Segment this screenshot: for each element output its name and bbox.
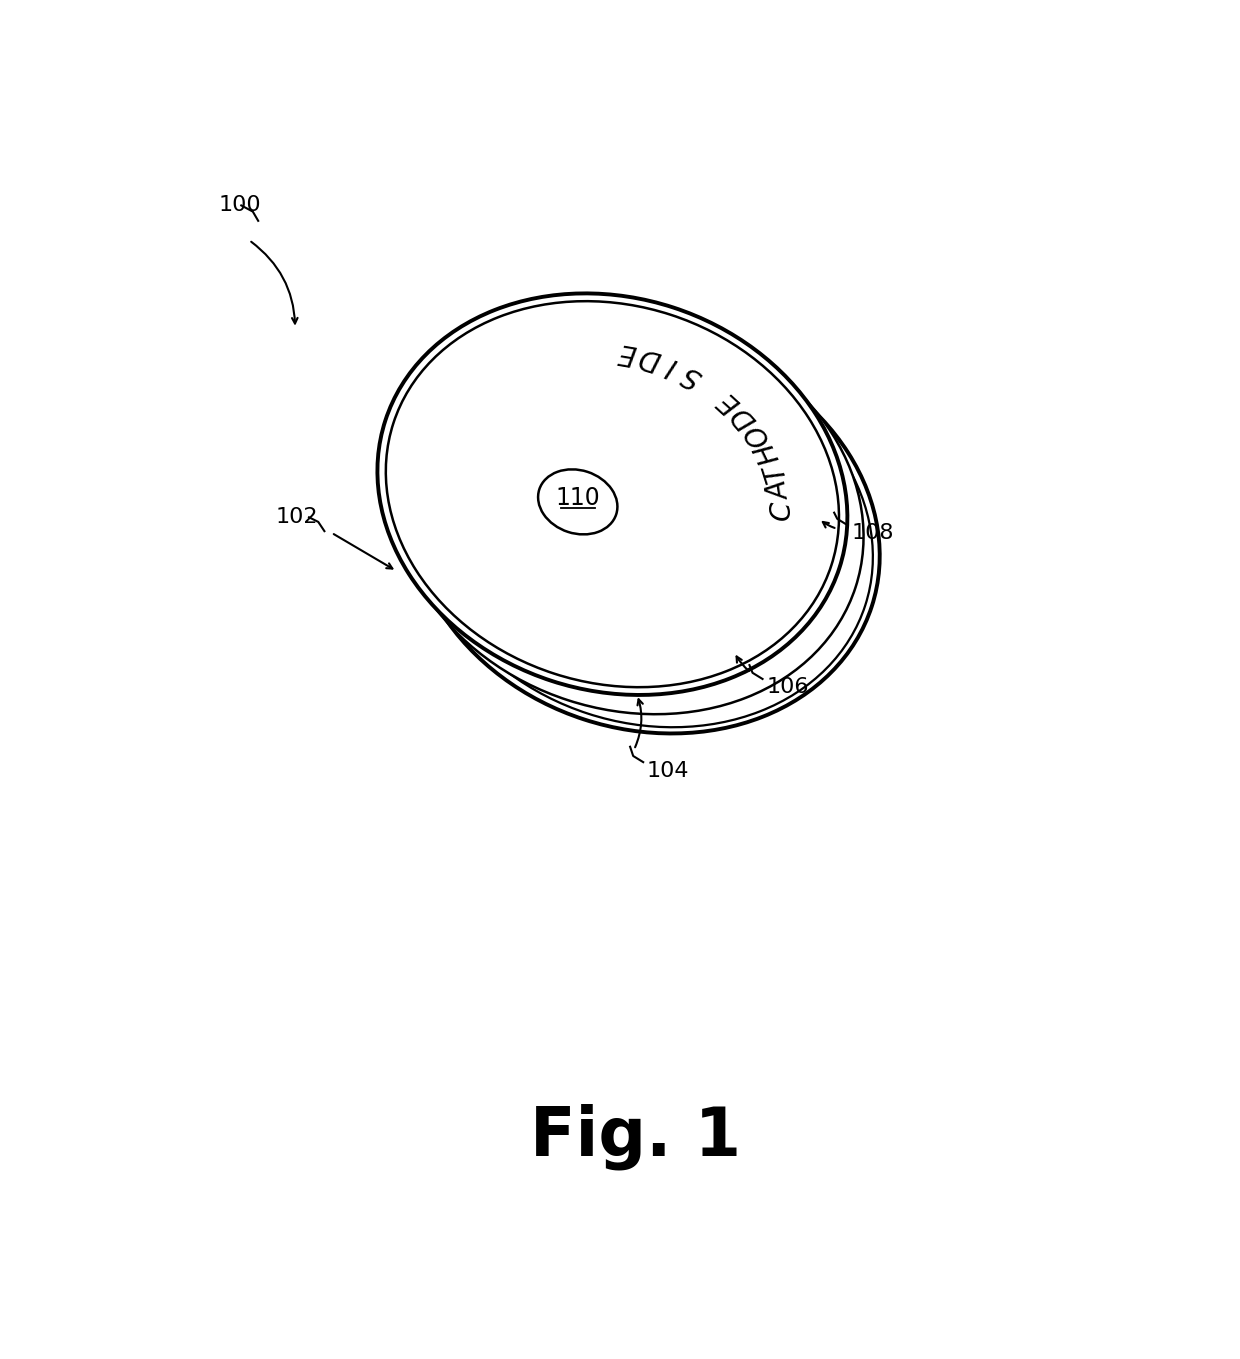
Text: O: O: [740, 417, 775, 451]
Ellipse shape: [409, 332, 879, 734]
Text: A: A: [765, 480, 795, 503]
Ellipse shape: [393, 313, 863, 715]
Ellipse shape: [538, 469, 618, 534]
Text: T: T: [760, 459, 791, 484]
Text: D: D: [727, 400, 763, 435]
Text: E: E: [713, 386, 745, 417]
Text: E: E: [616, 337, 639, 368]
Text: I: I: [662, 351, 681, 381]
Text: S: S: [678, 359, 707, 391]
Ellipse shape: [377, 294, 847, 694]
Text: 100: 100: [218, 196, 260, 216]
Text: 102: 102: [277, 507, 319, 527]
Text: Fig. 1: Fig. 1: [529, 1104, 742, 1170]
Text: 108: 108: [851, 523, 894, 542]
Text: D: D: [635, 341, 663, 374]
Text: H: H: [750, 438, 785, 469]
Text: C: C: [768, 501, 796, 520]
Text: 110: 110: [556, 487, 600, 510]
Text: 104: 104: [647, 761, 689, 781]
Text: 106: 106: [766, 677, 808, 697]
